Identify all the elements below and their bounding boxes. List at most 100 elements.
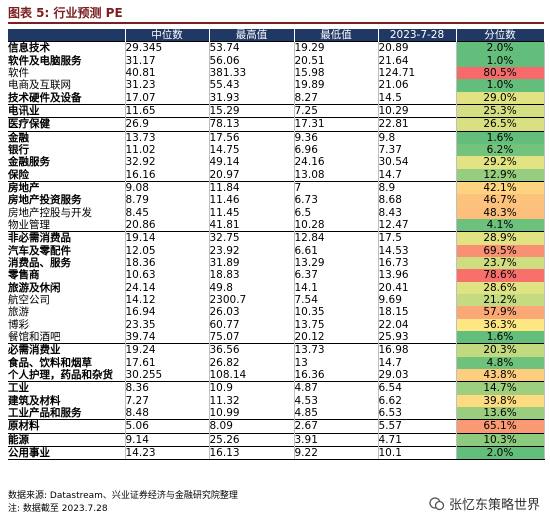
percentile-cell: 1.6%: [455, 130, 545, 144]
min-cell: 7.25: [293, 103, 378, 118]
current-cell: 6.54: [377, 381, 456, 395]
max-cell: 108.14: [208, 368, 294, 382]
table-row: 食品、饮料和烟草 17.61 26.82 13 14.7 4.8%: [8, 356, 545, 369]
sector-name: 银行: [8, 144, 29, 157]
current-cell: 124.71: [377, 66, 456, 80]
min-cell: 9.22: [293, 445, 378, 461]
date-note: 注: 数据截至 2023.7.28: [8, 504, 108, 514]
min-cell: 6.96: [293, 143, 378, 157]
median-cell: 10.63: [124, 269, 209, 282]
sector-name: 金融服务: [8, 156, 50, 169]
table-row: 公用事业 14.23 16.13 9.22 10.1 2.0%: [8, 445, 545, 461]
current-cell: 17.5: [377, 231, 456, 245]
sector-name: 非必需消费品: [8, 231, 125, 245]
median-cell: 24.14: [124, 281, 209, 294]
max-cell: 23.92: [208, 244, 294, 257]
table-row: 工业 8.36 10.9 4.87 6.54 14.7%: [8, 381, 545, 395]
table-row: 零售商 10.63 18.83 6.37 13.96 78.6%: [8, 269, 545, 282]
sector-name: 航空公司: [8, 294, 50, 307]
current-cell: 22.04: [377, 318, 456, 331]
table-row: 汽车及零配件 12.05 23.92 6.61 14.53 69.5%: [8, 244, 545, 257]
sector-name: 个人护理，药品和杂货: [8, 369, 113, 382]
max-cell: 25.26: [208, 432, 294, 447]
max-cell: 75.07: [208, 330, 294, 344]
median-cell: 8.45: [124, 206, 209, 219]
sector-name: 信息技术: [8, 41, 125, 55]
median-cell: 26.9: [124, 117, 209, 132]
max-cell: 17.56: [208, 130, 294, 144]
current-cell: 8.9: [377, 180, 456, 195]
current-cell: 14.7: [377, 168, 456, 182]
median-cell: 20.86: [124, 218, 209, 232]
median-cell: 9.08: [124, 180, 209, 195]
table-row: 能源 9.14 25.26 3.91 4.71 10.3%: [8, 432, 545, 447]
current-cell: 9.8: [377, 130, 456, 144]
current-cell: 21.06: [377, 79, 456, 92]
table-row: 物业管理 20.86 41.81 10.28 12.47 4.1%: [8, 218, 545, 232]
min-cell: 10.35: [293, 306, 378, 319]
median-cell: 12.05: [124, 244, 209, 257]
current-cell: 10.1: [377, 445, 456, 461]
min-cell: 20.12: [293, 330, 378, 344]
current-cell: 10.29: [377, 103, 456, 118]
max-cell: 14.75: [208, 143, 294, 157]
max-cell: 11.45: [208, 206, 294, 219]
median-cell: 40.81: [124, 66, 209, 80]
median-cell: 32.92: [124, 156, 209, 169]
min-cell: 6.61: [293, 244, 378, 257]
percentile-cell: 4.8%: [455, 356, 545, 369]
min-cell: 16.36: [293, 368, 378, 382]
max-cell: 78.13: [208, 117, 294, 132]
percentile-cell: 6.2%: [455, 143, 545, 157]
sector-name: 软件: [8, 67, 29, 80]
percentile-cell: 39.8%: [455, 394, 545, 407]
table-row: 旅游 16.94 26.03 10.35 18.15 57.9%: [8, 306, 545, 319]
sector-name: 房地产控股与开发: [8, 206, 92, 219]
current-cell: 22.81: [377, 117, 456, 132]
percentile-cell: 1.0%: [455, 54, 545, 67]
max-cell: 49.8: [208, 281, 294, 294]
min-cell: 10.28: [293, 218, 378, 232]
sector-name: 房地产: [8, 180, 125, 195]
max-cell: 20.97: [208, 168, 294, 182]
max-cell: 2300.7: [208, 293, 294, 307]
sector-name: 软件及电脑服务: [8, 54, 82, 67]
percentile-cell: 65.1%: [455, 419, 545, 433]
max-cell: 36.56: [208, 343, 294, 357]
sector-name: 零售商: [8, 269, 40, 282]
current-cell: 29.03: [377, 368, 456, 382]
min-cell: 6.73: [293, 194, 378, 207]
table-row: 博彩 23.35 60.77 13.75 22.04 36.3%: [8, 318, 545, 331]
median-cell: 9.14: [124, 432, 209, 447]
max-cell: 41.81: [208, 218, 294, 232]
current-cell: 25.93: [377, 330, 456, 344]
max-cell: 49.14: [208, 156, 294, 169]
pe-table: 中位数 最高值 最低值 2023-7-28 分位数 信息技术 29.345 53.7…: [8, 29, 545, 461]
median-cell: 16.16: [124, 168, 209, 182]
percentile-cell: 1.0%: [455, 79, 545, 92]
percentile-cell: 80.5%: [455, 66, 545, 80]
min-cell: 13.73: [293, 343, 378, 357]
current-cell: 16.98: [377, 343, 456, 357]
table-row: 信息技术 29.345 53.74 19.29 20.89 2.0%: [8, 41, 545, 55]
table-row: 医疗保健 26.9 78.13 17.31 22.81 26.5%: [8, 117, 545, 132]
sector-name: 保险: [8, 168, 29, 181]
median-cell: 17.07: [124, 91, 209, 105]
sector-name: 物业管理: [8, 219, 50, 232]
median-cell: 31.17: [124, 54, 209, 67]
current-cell: 9.69: [377, 293, 456, 307]
min-cell: 6.5: [293, 206, 378, 219]
sector-name: 建筑及材料: [8, 394, 61, 407]
min-cell: 4.85: [293, 406, 378, 420]
median-cell: 30.255: [124, 368, 209, 382]
current-cell: 8.43: [377, 206, 456, 219]
current-cell: 4.71: [377, 432, 456, 447]
median-cell: 39.74: [124, 330, 209, 344]
table-row: 餐馆和酒吧 39.74 75.07 20.12 25.93 1.6%: [8, 330, 545, 344]
percentile-cell: 43.8%: [455, 368, 545, 382]
percentile-cell: 46.7%: [455, 194, 545, 207]
sector-name: 公用事业: [8, 445, 125, 461]
max-cell: 10.99: [208, 406, 294, 420]
percentile-cell: 36.3%: [455, 318, 545, 331]
table-row: 房地产控股与开发 8.45 11.45 6.5 8.43 48.3%: [8, 206, 545, 219]
